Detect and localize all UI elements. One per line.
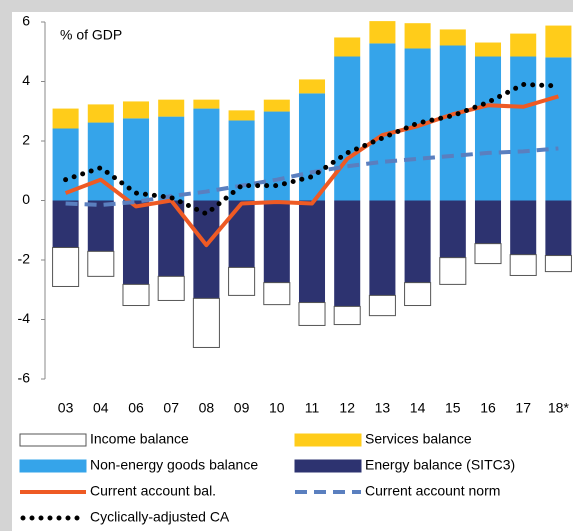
bar <box>509 254 537 276</box>
bar <box>193 99 220 109</box>
x-tick-label: 18* <box>548 400 570 416</box>
x-tick-label: 06 <box>128 400 144 416</box>
bar <box>334 37 361 57</box>
bar <box>510 56 537 201</box>
legend-swatch <box>19 433 87 447</box>
x-tick-label: 10 <box>269 400 285 416</box>
bar <box>333 305 361 326</box>
legend-label: Non-energy goods balance <box>90 457 258 473</box>
legend-swatch <box>19 459 87 473</box>
x-tick-label: 08 <box>199 400 215 416</box>
bar <box>439 257 467 285</box>
bar <box>263 200 290 283</box>
legend-label: Current account bal. <box>90 483 216 499</box>
bar <box>474 243 502 265</box>
bar <box>474 200 502 244</box>
bar <box>404 282 432 307</box>
y-tick-label: 6 <box>22 13 30 29</box>
x-tick-label: 16 <box>480 400 496 416</box>
x-tick-label: 13 <box>375 400 391 416</box>
bar <box>439 45 466 201</box>
bar <box>263 99 290 112</box>
bar <box>263 282 291 306</box>
bar <box>544 255 572 273</box>
x-tick-label: 03 <box>58 400 74 416</box>
bar <box>369 21 396 44</box>
legend-label: Energy balance (SITC3) <box>365 457 515 473</box>
x-tick-label: 09 <box>234 400 250 416</box>
series-line <box>63 81 561 217</box>
x-tick-label: 11 <box>305 400 320 416</box>
bar <box>298 302 326 326</box>
bar <box>298 93 326 201</box>
bar <box>439 200 466 258</box>
legend-label: Services balance <box>365 431 472 447</box>
x-tick-label: 14 <box>410 400 426 416</box>
bar <box>545 57 572 201</box>
bar <box>368 294 396 317</box>
bar <box>545 200 572 256</box>
legend-swatch <box>294 433 362 447</box>
bar <box>334 200 361 307</box>
legend-label: Income balance <box>90 431 189 447</box>
x-tick-label: 12 <box>339 400 355 416</box>
bar <box>404 23 431 49</box>
bar <box>52 108 79 129</box>
bar <box>474 42 502 57</box>
bar <box>122 200 150 285</box>
bar <box>369 200 396 296</box>
y-axis-label: % of GDP <box>60 27 122 43</box>
y-tick-label: 2 <box>22 132 30 148</box>
bar <box>510 200 537 255</box>
bar <box>52 200 79 248</box>
x-tick-label: 04 <box>93 400 109 416</box>
series-line <box>65 146 559 207</box>
y-tick-label: 4 <box>22 72 30 88</box>
bar <box>193 108 220 201</box>
y-tick-label: 0 <box>22 191 30 207</box>
bar <box>474 56 502 201</box>
bar <box>87 104 114 123</box>
bar <box>122 283 150 307</box>
legend-label: Current account norm <box>365 483 500 499</box>
bar <box>87 250 115 277</box>
bar <box>545 25 572 58</box>
bar <box>228 266 256 296</box>
y-tick-label: -4 <box>18 310 31 326</box>
x-tick-label: 07 <box>163 400 179 416</box>
legend-swatch <box>294 459 362 473</box>
bar <box>298 79 326 94</box>
legend-label: Cyclically-adjusted CA <box>90 509 230 525</box>
bar <box>87 200 114 252</box>
bar <box>510 33 537 57</box>
bar <box>52 247 80 287</box>
bar <box>228 200 255 268</box>
bar <box>298 200 326 303</box>
bar <box>157 275 185 301</box>
bar <box>192 297 220 348</box>
x-tick-label: 15 <box>445 400 461 416</box>
x-tick-label: 17 <box>515 400 531 416</box>
bar <box>228 110 255 121</box>
bar <box>122 101 150 119</box>
bar <box>193 200 220 299</box>
bar <box>404 200 431 283</box>
bar <box>439 29 466 46</box>
y-tick-label: -2 <box>18 251 31 267</box>
bar <box>158 116 185 201</box>
y-tick-label: -6 <box>18 370 31 386</box>
bar <box>158 99 185 117</box>
bar <box>369 43 396 201</box>
bar <box>334 56 361 201</box>
